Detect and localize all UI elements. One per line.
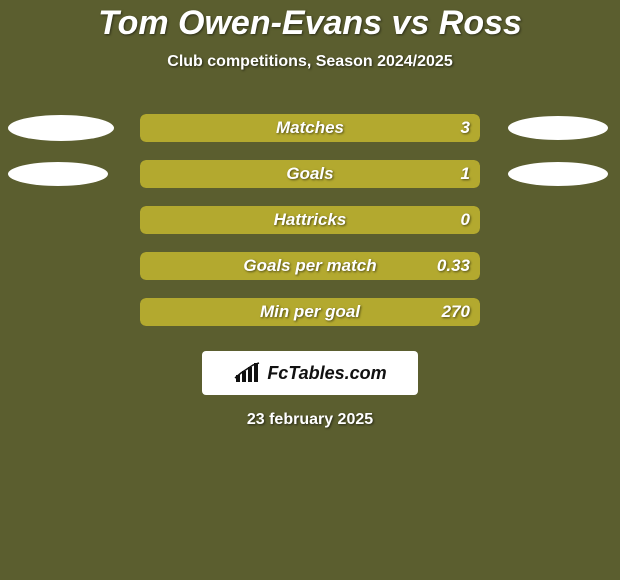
bar-chart-icon [233,362,261,384]
player-right-ellipse [508,116,608,140]
stat-label: Goals per match [140,256,480,276]
stat-row: Hattricks0 [0,197,620,243]
stat-bar: Hattricks0 [140,206,480,234]
brand-text: FcTables.com [267,363,386,384]
stat-label: Hattricks [140,210,480,230]
date-text: 23 february 2025 [0,411,620,429]
subtitle: Club competitions, Season 2024/2025 [0,53,620,71]
stat-value: 1 [461,164,470,184]
player-left-ellipse [8,162,108,186]
stat-bar: Matches3 [140,114,480,142]
stat-label: Goals [140,164,480,184]
stat-bar: Goals per match0.33 [140,252,480,280]
stats-block: Matches3Goals1Hattricks0Goals per match0… [0,105,620,335]
stat-bar: Min per goal270 [140,298,480,326]
stat-label: Matches [140,118,480,138]
stat-value: 0.33 [437,256,470,276]
page-title: Tom Owen-Evans vs Ross [0,4,620,43]
stat-row: Goals per match0.33 [0,243,620,289]
stat-label: Min per goal [140,302,480,322]
stat-row: Goals1 [0,151,620,197]
stat-row: Matches3 [0,105,620,151]
comparison-card: Tom Owen-Evans vs Ross Club competitions… [0,0,620,580]
player-left-ellipse [8,115,114,141]
stat-value: 3 [461,118,470,138]
stat-row: Min per goal270 [0,289,620,335]
stat-value: 0 [461,210,470,230]
player-right-ellipse [508,162,608,186]
brand-card: FcTables.com [202,351,418,395]
stat-value: 270 [442,302,470,322]
stat-bar: Goals1 [140,160,480,188]
